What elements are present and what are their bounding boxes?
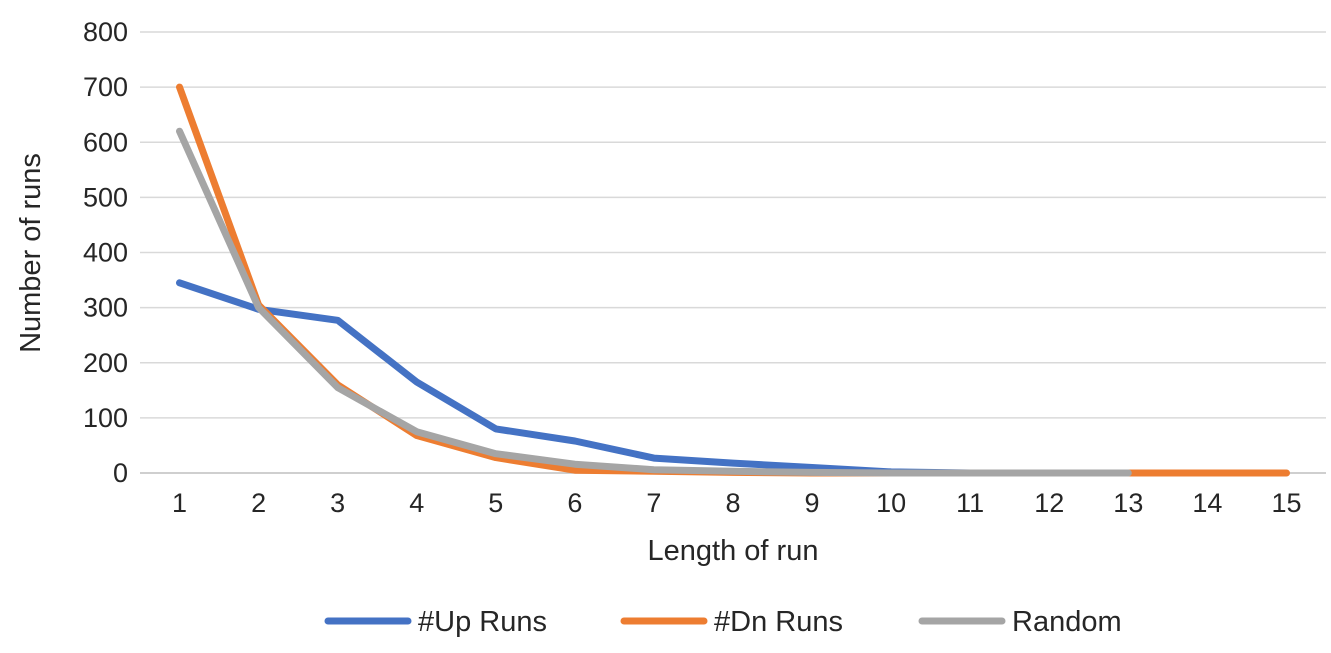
legend-label: #Dn Runs xyxy=(714,606,843,638)
x-tick-label: 15 xyxy=(1271,488,1301,518)
x-tick-label: 10 xyxy=(876,488,906,518)
x-tick-label: 4 xyxy=(409,488,424,518)
y-tick-label: 600 xyxy=(83,127,128,157)
x-tick-label: 9 xyxy=(805,488,820,518)
x-tick-label: 2 xyxy=(251,488,266,518)
x-axis-title: Length of run xyxy=(648,535,819,567)
y-tick-label: 500 xyxy=(83,182,128,212)
y-tick-label: 100 xyxy=(83,403,128,433)
legend-label: Random xyxy=(1012,606,1122,638)
x-tick-label: 14 xyxy=(1192,488,1222,518)
y-tick-label: 800 xyxy=(83,17,128,47)
x-tick-label: 6 xyxy=(567,488,582,518)
gridlines xyxy=(140,31,1326,474)
x-axis-ticks: 1 2 3 4 5 6 7 8 9 10 11 12 13 14 15 xyxy=(172,488,1301,518)
legend-label: #Up Runs xyxy=(418,606,547,638)
x-tick-label: 5 xyxy=(488,488,503,518)
x-tick-label: 12 xyxy=(1034,488,1064,518)
y-tick-label: 700 xyxy=(83,72,128,102)
y-axis-title: Number of runs xyxy=(15,153,47,353)
y-tick-label: 300 xyxy=(83,293,128,323)
y-tick-label: 200 xyxy=(83,348,128,378)
x-tick-label: 8 xyxy=(725,488,740,518)
series-line xyxy=(176,127,1132,477)
y-tick-label: 0 xyxy=(113,458,128,488)
x-tick-label: 11 xyxy=(956,488,984,518)
x-tick-label: 1 xyxy=(172,488,187,518)
x-tick-label: 3 xyxy=(330,488,345,518)
x-tick-label: 13 xyxy=(1113,488,1143,518)
y-axis-ticks: 0 100 200 300 400 500 600 700 800 xyxy=(83,17,128,488)
series-lines xyxy=(176,83,1290,477)
series-line xyxy=(176,83,1290,477)
y-tick-label: 400 xyxy=(83,238,128,268)
legend: #Up Runs #Dn Runs Random xyxy=(324,606,1122,638)
series-line xyxy=(176,279,1132,477)
x-tick-label: 7 xyxy=(646,488,661,518)
